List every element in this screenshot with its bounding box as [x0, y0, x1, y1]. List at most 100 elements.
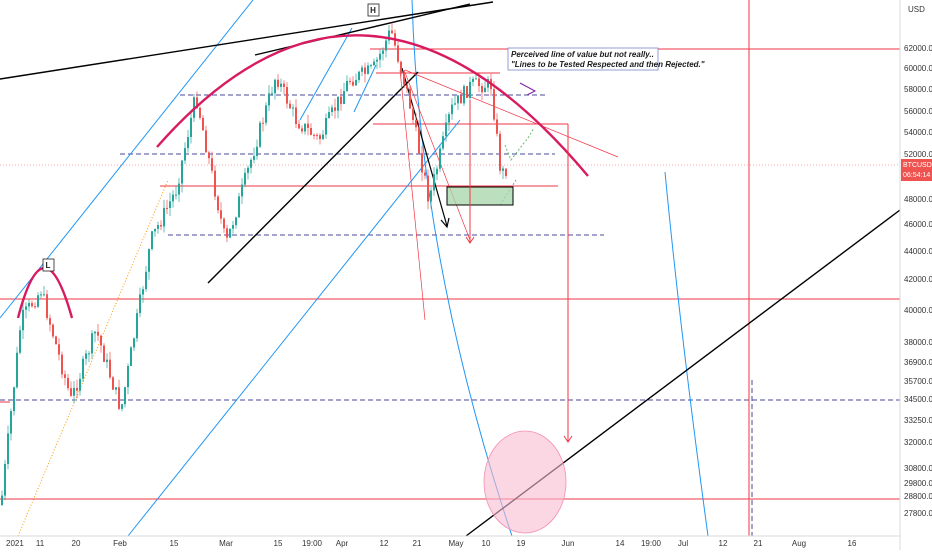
candle-body — [403, 72, 405, 85]
candle-body — [466, 86, 468, 98]
candle-body — [130, 347, 132, 367]
candle-body — [412, 108, 414, 120]
x-tick-label: Apr — [336, 539, 349, 548]
candle-body — [124, 387, 126, 405]
candle-body — [37, 295, 39, 307]
candle-body — [187, 137, 189, 149]
candle-body — [103, 345, 105, 362]
y-tick-label: 33250.00 — [904, 416, 932, 425]
candle-body — [91, 333, 93, 354]
annotation-box — [507, 47, 659, 71]
candle-body — [157, 225, 159, 229]
y-tick-label: 44000.00 — [904, 247, 932, 256]
x-tick-label: 14 — [616, 539, 625, 548]
candle-body — [319, 135, 321, 140]
candle-body — [454, 103, 456, 105]
candle-body — [406, 84, 408, 89]
candle-body — [34, 306, 36, 308]
candle-body — [235, 217, 237, 226]
channel-line — [0, 0, 254, 319]
candle-body — [307, 123, 309, 128]
candle-body — [439, 148, 441, 169]
y-tick-label: 46000.00 — [904, 220, 932, 229]
price-tag — [901, 159, 932, 181]
x-tick-label: Aug — [792, 539, 806, 548]
candle-body — [472, 78, 474, 82]
candle-body — [127, 366, 129, 388]
candle-body — [247, 167, 249, 173]
candle-body — [184, 148, 186, 161]
candle-body — [469, 81, 471, 98]
x-tick-label: 15 — [170, 539, 179, 548]
candle-body — [475, 78, 477, 80]
demand-zone-box — [446, 186, 514, 206]
candle-body — [31, 303, 33, 307]
candle-body — [487, 79, 489, 88]
candle-body — [55, 336, 57, 345]
candle-body — [382, 50, 384, 54]
x-tick-label: 2021 — [6, 539, 24, 548]
y-tick-label: 40000.00 — [904, 306, 932, 315]
candle-body — [121, 404, 123, 409]
candle-body — [277, 79, 279, 87]
candle-body — [85, 353, 87, 359]
x-tick-label: Feb — [113, 539, 127, 548]
currency-label: USD — [908, 5, 925, 14]
x-tick-label: 19:00 — [302, 539, 323, 548]
y-tick-label: 35700.00 — [904, 377, 932, 386]
x-tick-label: 19:00 — [641, 539, 662, 548]
candle-body — [280, 83, 282, 87]
candle-body — [418, 127, 420, 154]
x-tick-label: Mar — [219, 539, 233, 548]
candle-body — [415, 119, 417, 128]
y-tick-label: 32000.00 — [904, 438, 932, 447]
channel-line — [353, 64, 377, 113]
candle-body — [160, 225, 162, 227]
y-tick-label: 34500.00 — [904, 395, 932, 404]
candle-body — [421, 153, 423, 173]
candle-body — [61, 354, 63, 375]
candle-body — [43, 294, 45, 296]
countdown-label: 06:54:14 — [903, 172, 930, 179]
candle-body — [448, 114, 450, 123]
candle-body — [196, 97, 198, 108]
candle-body — [292, 107, 294, 109]
candle-body — [298, 124, 300, 129]
candle-body — [310, 127, 312, 135]
candle-body — [94, 331, 96, 334]
dotted-trend — [17, 179, 169, 537]
candle-body — [313, 134, 315, 136]
candle-body — [226, 228, 228, 238]
candle-body — [385, 40, 387, 51]
candle-body — [259, 122, 261, 147]
candle-body — [493, 89, 495, 120]
trend-line — [207, 71, 419, 284]
pattern-label-box — [42, 258, 55, 272]
x-tick-label: 12 — [719, 539, 728, 548]
candle-body — [79, 378, 81, 391]
candle-body — [445, 122, 447, 137]
candle-body — [115, 387, 117, 390]
candle-body — [109, 359, 111, 378]
candle-body — [229, 228, 231, 238]
candle-body — [190, 117, 192, 138]
candle-body — [148, 249, 150, 272]
candle-body — [100, 335, 102, 346]
candle-body — [64, 374, 66, 378]
y-tick-label: 27800.00 — [904, 509, 932, 518]
candle-body — [460, 95, 462, 104]
trend-line — [0, 1, 494, 80]
candle-body — [505, 168, 507, 176]
candle-body — [112, 377, 114, 390]
x-tick-label: 21 — [754, 539, 763, 548]
candle-body — [82, 358, 84, 379]
candle-body — [166, 207, 168, 209]
y-tick-label: 48000.00 — [904, 195, 932, 204]
candle-body — [433, 174, 435, 191]
arc-top — [156, 34, 589, 177]
candle-body — [328, 112, 330, 119]
candle-body — [49, 318, 51, 325]
candle-body — [142, 289, 144, 295]
